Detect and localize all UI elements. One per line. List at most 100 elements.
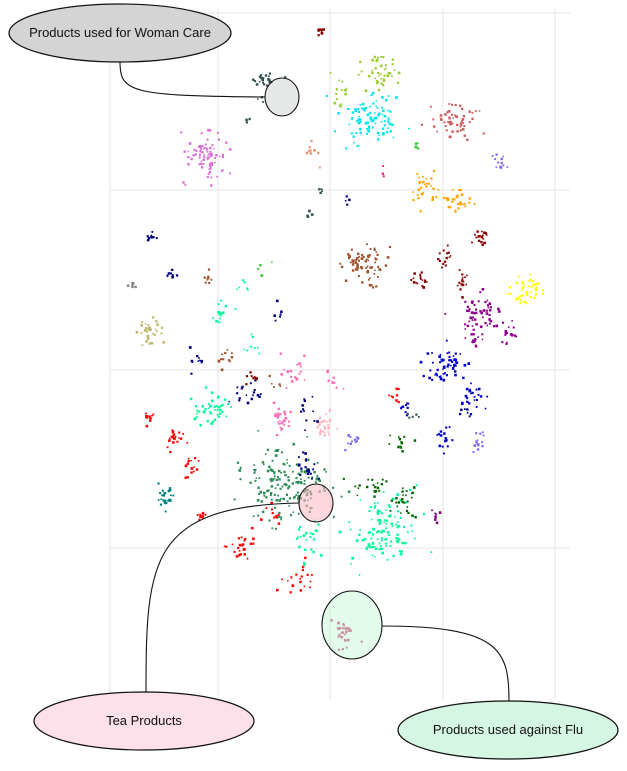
scatter-point bbox=[193, 466, 195, 468]
scatter-point bbox=[252, 377, 255, 380]
scatter-point bbox=[438, 433, 440, 436]
cluster-56 bbox=[295, 519, 323, 567]
scatter-point bbox=[351, 440, 353, 443]
scatter-point bbox=[355, 132, 358, 134]
scatter-point bbox=[431, 352, 433, 354]
scatter-point bbox=[374, 257, 376, 260]
scatter-point bbox=[388, 506, 391, 509]
scatter-point bbox=[374, 116, 378, 120]
scatter-point bbox=[406, 406, 409, 409]
scatter-point bbox=[406, 506, 409, 508]
scatter-point bbox=[252, 537, 255, 541]
scatter-point bbox=[267, 489, 270, 492]
scatter-point bbox=[447, 363, 450, 366]
scatter-point bbox=[389, 434, 391, 437]
scatter-point bbox=[304, 452, 307, 455]
scatter-point bbox=[260, 274, 264, 277]
scatter-point bbox=[502, 164, 505, 167]
scatter-point bbox=[398, 550, 401, 553]
scatter-point bbox=[350, 132, 353, 135]
scatter-point bbox=[479, 395, 483, 398]
scatter-point bbox=[289, 591, 292, 594]
scatter-point bbox=[252, 78, 255, 81]
callout-woman-care-bubble bbox=[8, 3, 232, 63]
scatter-point bbox=[220, 358, 223, 361]
scatter-point bbox=[187, 459, 190, 463]
scatter-point bbox=[452, 117, 454, 119]
scatter-point bbox=[344, 89, 347, 92]
scatter-point bbox=[179, 437, 183, 440]
scatter-point bbox=[249, 382, 252, 385]
scatter-point bbox=[255, 477, 258, 479]
scatter-point bbox=[374, 112, 376, 114]
scatter-point bbox=[432, 118, 435, 121]
scatter-point bbox=[206, 147, 209, 150]
scatter-point bbox=[238, 549, 241, 552]
scatter-point bbox=[276, 517, 278, 519]
scatter-point bbox=[452, 367, 455, 370]
scatter-point bbox=[317, 151, 320, 155]
scatter-point bbox=[483, 241, 486, 245]
scatter-point bbox=[482, 434, 485, 437]
scatter-point bbox=[477, 444, 480, 447]
scatter-point bbox=[149, 328, 152, 332]
scatter-point bbox=[465, 387, 469, 391]
scatter-point bbox=[201, 405, 204, 407]
scatter-point bbox=[530, 286, 533, 288]
scatter-point bbox=[352, 135, 355, 138]
scatter-point bbox=[296, 536, 299, 539]
scatter-point bbox=[369, 117, 371, 120]
scatter-point bbox=[198, 357, 200, 359]
scatter-point bbox=[385, 538, 388, 541]
scatter-point bbox=[245, 118, 248, 122]
scatter-point bbox=[282, 419, 285, 423]
scatter-point bbox=[340, 495, 343, 498]
scatter-point bbox=[367, 129, 370, 133]
scatter-point bbox=[202, 517, 204, 519]
scatter-point bbox=[209, 404, 212, 408]
scatter-point bbox=[217, 415, 220, 418]
scatter-point bbox=[403, 501, 406, 504]
scatter-point bbox=[484, 301, 487, 304]
scatter-point bbox=[357, 275, 360, 278]
scatter-point bbox=[460, 124, 463, 126]
scatter-point bbox=[131, 285, 134, 289]
scatter-point bbox=[350, 563, 352, 565]
scatter-point bbox=[430, 551, 433, 553]
scatter-point bbox=[246, 287, 249, 290]
scatter-point bbox=[314, 481, 317, 484]
scatter-point bbox=[253, 80, 256, 83]
scatter-point bbox=[507, 326, 510, 329]
scatter-point bbox=[406, 402, 409, 405]
scatter-point bbox=[182, 181, 185, 184]
scatter-point bbox=[500, 157, 503, 161]
scatter-point bbox=[214, 161, 216, 164]
scatter-point bbox=[325, 413, 328, 415]
scatter-point bbox=[407, 511, 410, 515]
scatter-point bbox=[459, 104, 462, 107]
scatter-point bbox=[482, 132, 485, 135]
scatter-point bbox=[283, 483, 285, 486]
scatter-point bbox=[419, 276, 422, 279]
scatter-point bbox=[279, 487, 282, 490]
scatter-point bbox=[377, 276, 379, 278]
scatter-point bbox=[389, 110, 392, 113]
scatter-point bbox=[172, 494, 175, 497]
scatter-point bbox=[515, 335, 518, 338]
scatter-point bbox=[378, 548, 381, 551]
scatter-point bbox=[456, 123, 459, 126]
scatter-point bbox=[481, 338, 484, 341]
scatter-point bbox=[369, 116, 373, 119]
scatter-point bbox=[345, 629, 347, 631]
scatter-point bbox=[193, 154, 196, 156]
scatter-point bbox=[199, 149, 202, 151]
scatter-point bbox=[462, 376, 465, 380]
scatter-point bbox=[160, 326, 164, 329]
scatter-point bbox=[259, 490, 263, 494]
scatter-point bbox=[236, 392, 239, 395]
scatter-point bbox=[431, 509, 433, 512]
scatter-point bbox=[358, 533, 361, 536]
scatter-point bbox=[500, 161, 503, 165]
scatter-point bbox=[304, 459, 308, 462]
scatter-point bbox=[286, 458, 288, 461]
